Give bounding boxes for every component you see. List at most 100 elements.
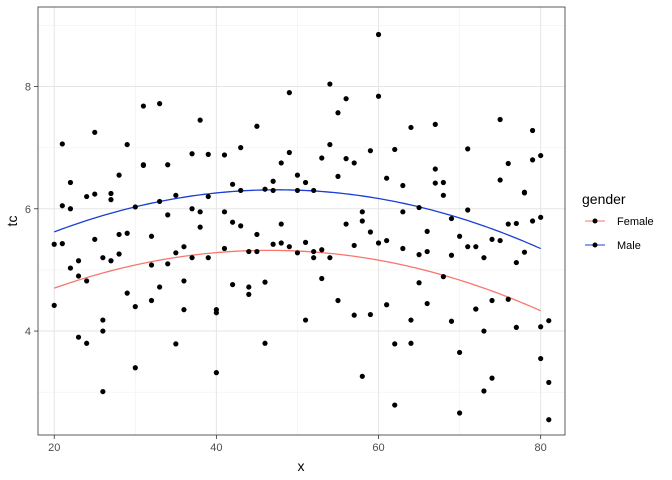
scatter-point (457, 349, 463, 356)
scatter-point (311, 187, 317, 194)
scatter-point (246, 284, 252, 290)
scatter-point (416, 204, 422, 211)
scatter-point (51, 302, 57, 308)
scatter-point (327, 141, 333, 148)
scatter-point (465, 207, 471, 213)
scatter-point (286, 149, 292, 156)
scatter-point (238, 223, 244, 229)
scatter-point (116, 172, 122, 178)
scatter-point (100, 255, 106, 261)
scatter-point (173, 192, 179, 198)
scatter-point (481, 388, 487, 394)
scatter-point (100, 317, 106, 323)
scatter-point (529, 127, 536, 134)
scatter-point (416, 280, 422, 286)
scatter-point (262, 279, 268, 285)
scatter-point (132, 365, 138, 371)
scatter-point (375, 31, 382, 38)
scatter-point (67, 265, 74, 271)
scatter-point (140, 162, 146, 168)
scatter-point (270, 241, 276, 247)
scatter-point (221, 209, 228, 215)
scatter-point (367, 311, 374, 318)
scatter-point (165, 261, 171, 267)
scatter-point (497, 177, 503, 183)
scatter-point (238, 187, 244, 194)
scatter-point (384, 302, 390, 308)
scatter-point (440, 179, 446, 186)
y-tick-label: 8 (25, 81, 31, 93)
scatter-point (67, 179, 74, 186)
scatter-point (197, 209, 203, 215)
scatter-point (538, 152, 544, 159)
scatter-point (286, 90, 292, 96)
scatter-point (278, 221, 284, 227)
scatter-point (51, 241, 57, 247)
scatter-point (246, 291, 252, 297)
scatter-point (319, 275, 325, 282)
x-tick-label: 40 (210, 442, 222, 454)
scatter-point (173, 250, 179, 256)
scatter-point (505, 221, 511, 227)
y-axis-title: tc (4, 216, 20, 227)
scatter-point (465, 244, 471, 250)
scatter-point (92, 236, 98, 242)
scatter-point (465, 146, 471, 152)
scatter-point (108, 258, 114, 264)
scatter-point (213, 307, 219, 313)
panel-background (38, 7, 565, 435)
scatter-point (319, 155, 325, 161)
scatter-point (546, 318, 552, 324)
scatter-point (497, 237, 503, 244)
scatter-point (416, 252, 422, 258)
scatter-point (116, 231, 122, 238)
scatter-point (75, 334, 82, 340)
scatter-point (408, 317, 414, 323)
scatter-point (400, 209, 406, 215)
scatter-point (124, 230, 130, 236)
scatter-point (384, 237, 390, 244)
x-tick-label: 20 (48, 442, 60, 454)
x-tick-label: 80 (535, 442, 547, 454)
scatter-point (213, 370, 219, 376)
scatter-point (59, 203, 65, 209)
scatter-point (116, 251, 122, 257)
y-tick-label: 6 (25, 204, 31, 216)
y-axis-ticks: 4 6 8 (25, 81, 38, 338)
x-tick-label: 60 (372, 442, 384, 454)
scatter-point (148, 262, 155, 268)
scatter-point (432, 180, 438, 186)
scatter-point (181, 278, 187, 284)
scatter-point (529, 218, 536, 224)
scatter-point (448, 215, 455, 222)
scatter-point (359, 218, 365, 224)
scatter-point (157, 284, 163, 290)
scatter-point (424, 300, 430, 307)
scatter-point (359, 373, 365, 379)
scatter-point (319, 247, 325, 253)
scatter-point (286, 244, 292, 250)
scatter-point (546, 417, 552, 423)
scatter-point (262, 340, 268, 346)
scatter-point (238, 145, 244, 151)
scatter-point (513, 220, 519, 227)
scatter-point (165, 212, 171, 218)
scatter-point (84, 340, 90, 346)
scatter-point (132, 304, 138, 310)
scatter-point (351, 160, 357, 166)
scatter-point (302, 239, 309, 245)
x-axis-title: x (298, 458, 305, 474)
scatter-point (424, 248, 430, 255)
scatter-point (367, 229, 374, 235)
scatter-point (432, 121, 438, 127)
scatter-point (84, 193, 90, 200)
legend-key-male-point (592, 242, 598, 248)
scatter-point (343, 221, 349, 227)
scatter-point (189, 206, 195, 212)
scatter-point (375, 93, 382, 99)
scatter-point (529, 157, 536, 163)
scatter-point (189, 255, 195, 261)
scatter-point (351, 312, 357, 318)
scatter-point (400, 245, 406, 252)
scatter-point (489, 236, 495, 242)
